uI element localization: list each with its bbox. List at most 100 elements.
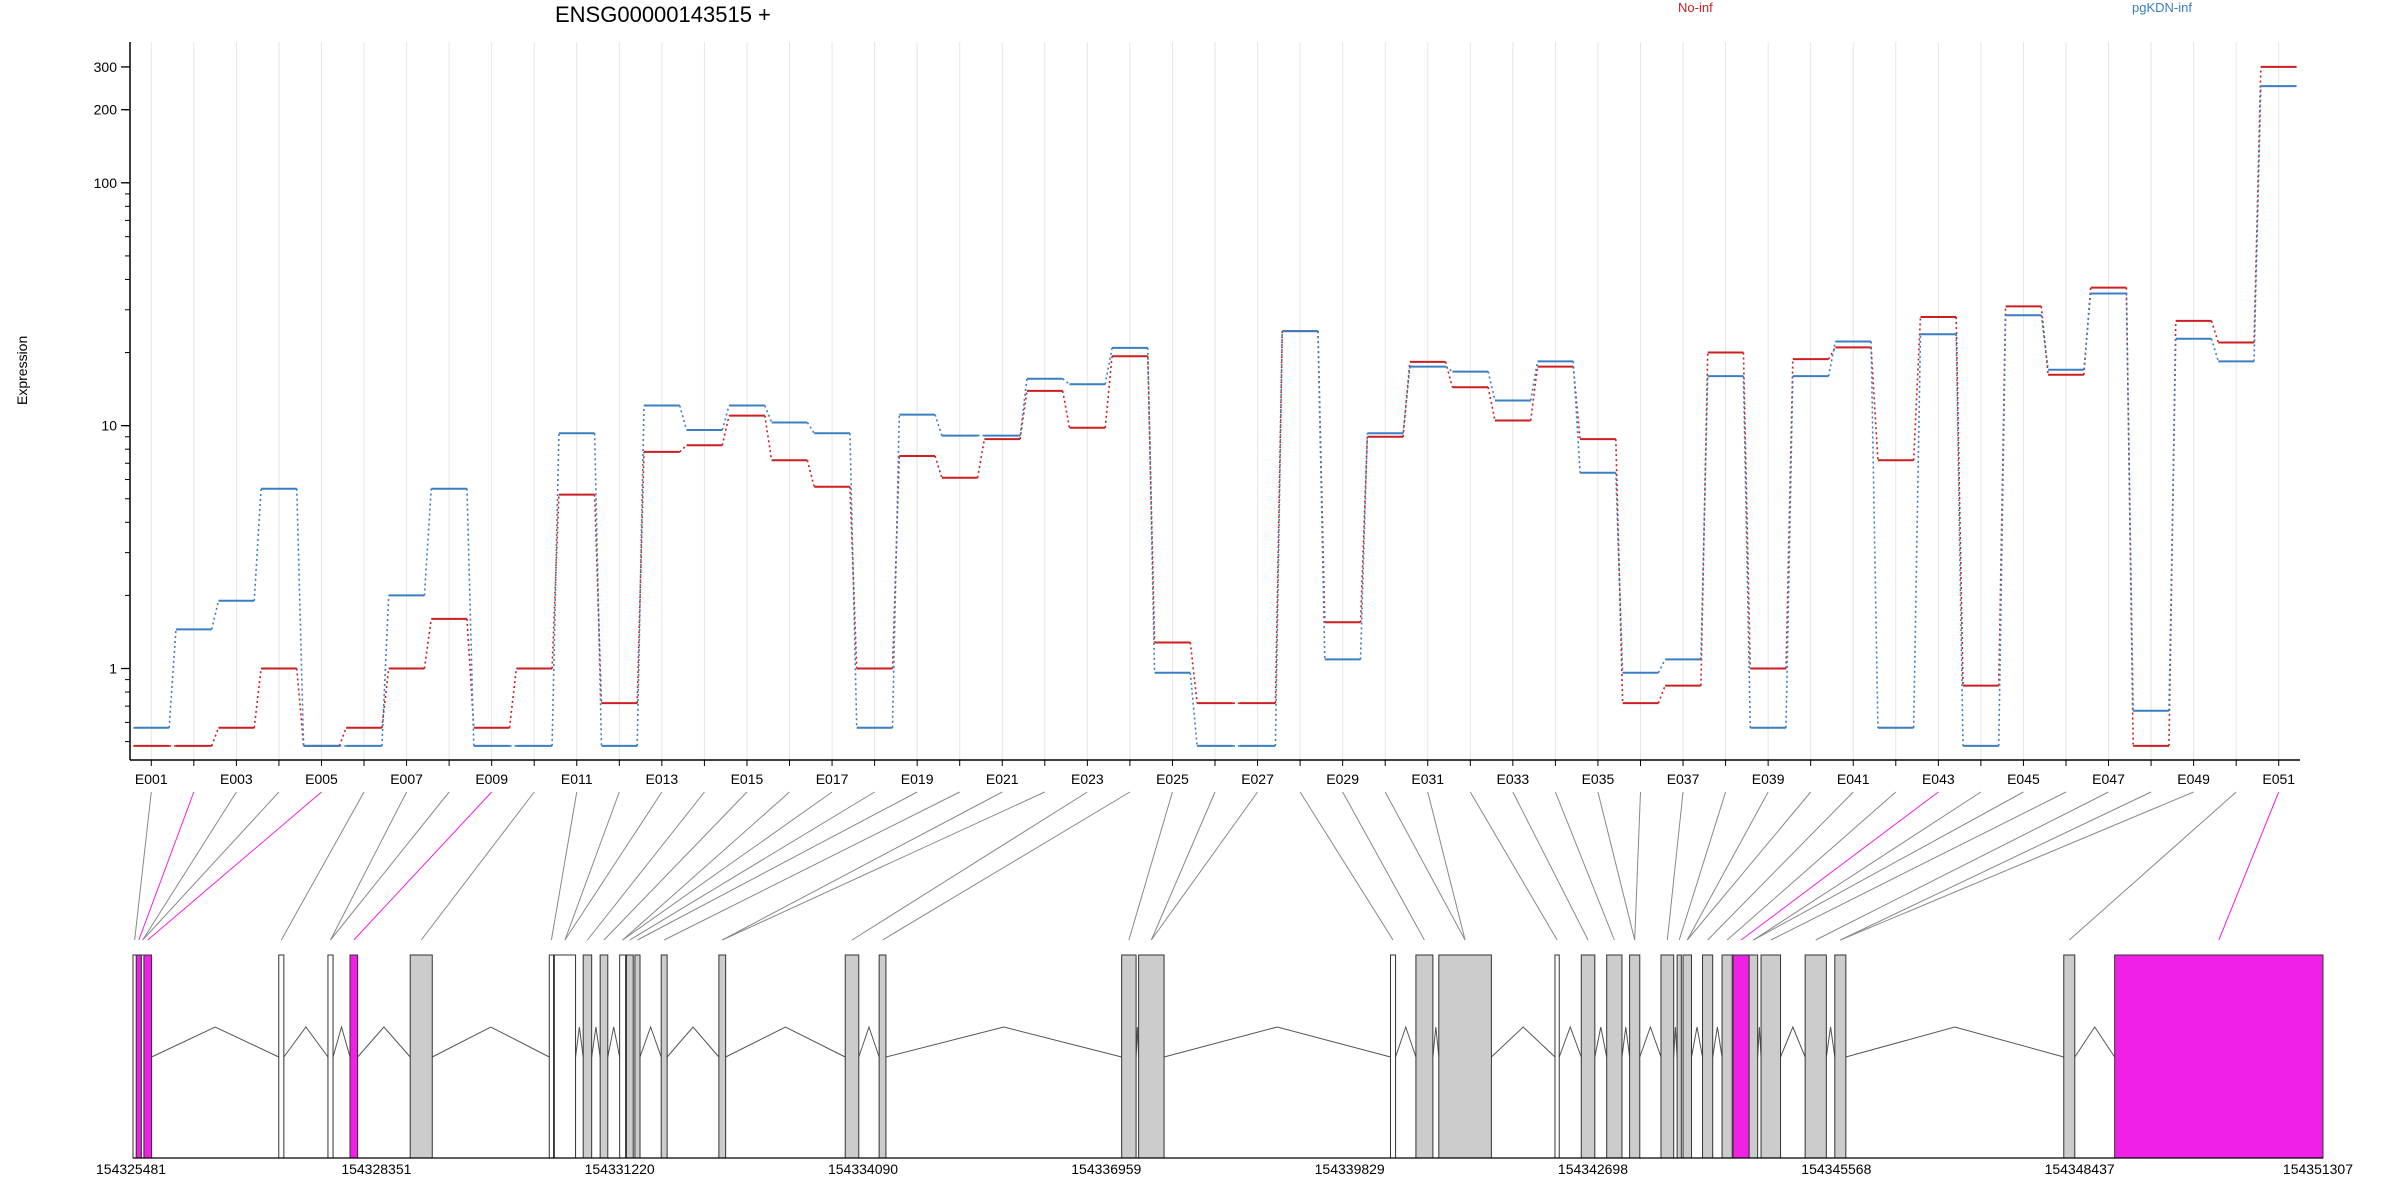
step-transition	[1742, 352, 1752, 669]
exon-block	[1606, 954, 1623, 1159]
exon-block	[278, 954, 285, 1159]
step-transition	[253, 488, 262, 601]
intron	[575, 1026, 584, 1058]
step-transition	[1657, 659, 1666, 674]
connector-line	[1666, 791, 1684, 941]
step-transition	[1104, 356, 1113, 428]
connector-line	[637, 791, 918, 941]
step-transition	[1104, 347, 1113, 385]
genomic-tick-label: 154348437	[2045, 1161, 2115, 1177]
exon-block	[1748, 954, 1759, 1159]
x-tick-label: E019	[901, 771, 934, 787]
connector-line	[851, 791, 1088, 941]
connector-line	[353, 791, 493, 941]
genomic-tick-label: 154336959	[1071, 1161, 1141, 1177]
exon-block	[1554, 954, 1560, 1159]
exon-block	[1732, 954, 1750, 1159]
connector-line	[1686, 791, 1812, 941]
step-transition	[381, 668, 390, 728]
connector-line	[1707, 791, 1854, 941]
exon-block	[553, 954, 577, 1159]
exon-block	[1676, 954, 1682, 1159]
step-transition	[721, 415, 730, 446]
x-tick-label: E035	[1582, 771, 1615, 787]
x-tick-label: E015	[731, 771, 764, 787]
x-tick-label: E037	[1667, 771, 1700, 787]
step-transition	[976, 438, 986, 478]
genomic-tick-label: 154325481	[96, 1161, 166, 1177]
connector-line	[138, 791, 195, 941]
step-transition	[1402, 366, 1411, 434]
intron	[639, 1025, 662, 1058]
exon-block	[327, 954, 334, 1159]
x-tick-label: E039	[1752, 771, 1785, 787]
gene-model	[132, 954, 2324, 1159]
intron	[858, 1025, 880, 1058]
genomic-tick-label: 154331220	[585, 1161, 655, 1177]
exon-block	[1389, 954, 1397, 1159]
step-transition	[551, 494, 560, 669]
step-transition	[934, 455, 943, 479]
step-transition	[1827, 341, 1837, 377]
step-transition	[1189, 672, 1198, 746]
connector-line	[1686, 791, 1769, 941]
x-tick-label: E047	[2092, 771, 2125, 787]
connector-line	[1753, 791, 1982, 941]
step-transition	[423, 488, 433, 596]
series-lines	[133, 65, 2297, 747]
step-transition	[849, 433, 858, 728]
step-transition	[636, 405, 645, 746]
intron	[2074, 1026, 2116, 1058]
y-tick-label: 200	[94, 102, 118, 118]
y-tick-label: 10	[101, 418, 117, 434]
exon-block	[599, 954, 609, 1159]
step-transition	[1062, 378, 1070, 385]
step-transition	[381, 595, 390, 746]
step-transition	[1274, 331, 1284, 746]
intron	[885, 1026, 1122, 1058]
step-transition	[806, 422, 815, 434]
step-transition	[1529, 366, 1539, 421]
step-transition	[1870, 341, 1879, 728]
connector-line	[629, 791, 875, 941]
connector-line	[587, 791, 705, 941]
intron	[151, 1026, 279, 1058]
intron	[1673, 1026, 1678, 1058]
connector-line	[1840, 791, 2194, 941]
connector-line	[1384, 791, 1466, 941]
x-tick-label: E009	[475, 771, 508, 787]
intron	[1845, 1026, 2064, 1058]
exon-block	[718, 954, 727, 1159]
step-transition	[891, 414, 901, 728]
step-transition	[1870, 347, 1879, 461]
connector-line	[882, 791, 1131, 941]
step-transition	[210, 600, 220, 630]
step-transition	[508, 668, 518, 728]
intron	[1594, 1026, 1608, 1058]
x-tick-label: E033	[1496, 771, 1529, 787]
genomic-axis: 154325481 154328351 154331220 154334090 1543…	[96, 1157, 2353, 1177]
step-transition	[295, 488, 305, 746]
step-transition	[1189, 642, 1198, 704]
step-transition	[2168, 338, 2177, 711]
step-transition	[636, 451, 645, 704]
x-tick-label: E003	[220, 771, 253, 787]
connector-line	[564, 791, 663, 941]
step-transition	[1019, 378, 1028, 436]
connector-line	[1512, 791, 1589, 941]
step-transition	[253, 668, 262, 728]
step-transition	[934, 414, 943, 436]
exon-block	[582, 954, 593, 1159]
step-transition	[1317, 331, 1326, 660]
intron	[1491, 1026, 1556, 1058]
exon-block	[844, 954, 860, 1159]
connector-line	[2218, 791, 2280, 941]
exon-block	[625, 954, 634, 1159]
exon-block	[143, 954, 153, 1159]
connector-line	[134, 791, 152, 941]
connector-line	[1753, 791, 2024, 941]
step-transition	[1997, 315, 2007, 746]
genomic-tick-label: 154334090	[828, 1161, 898, 1177]
step-transition	[2125, 287, 2135, 746]
exon-block	[409, 954, 433, 1159]
